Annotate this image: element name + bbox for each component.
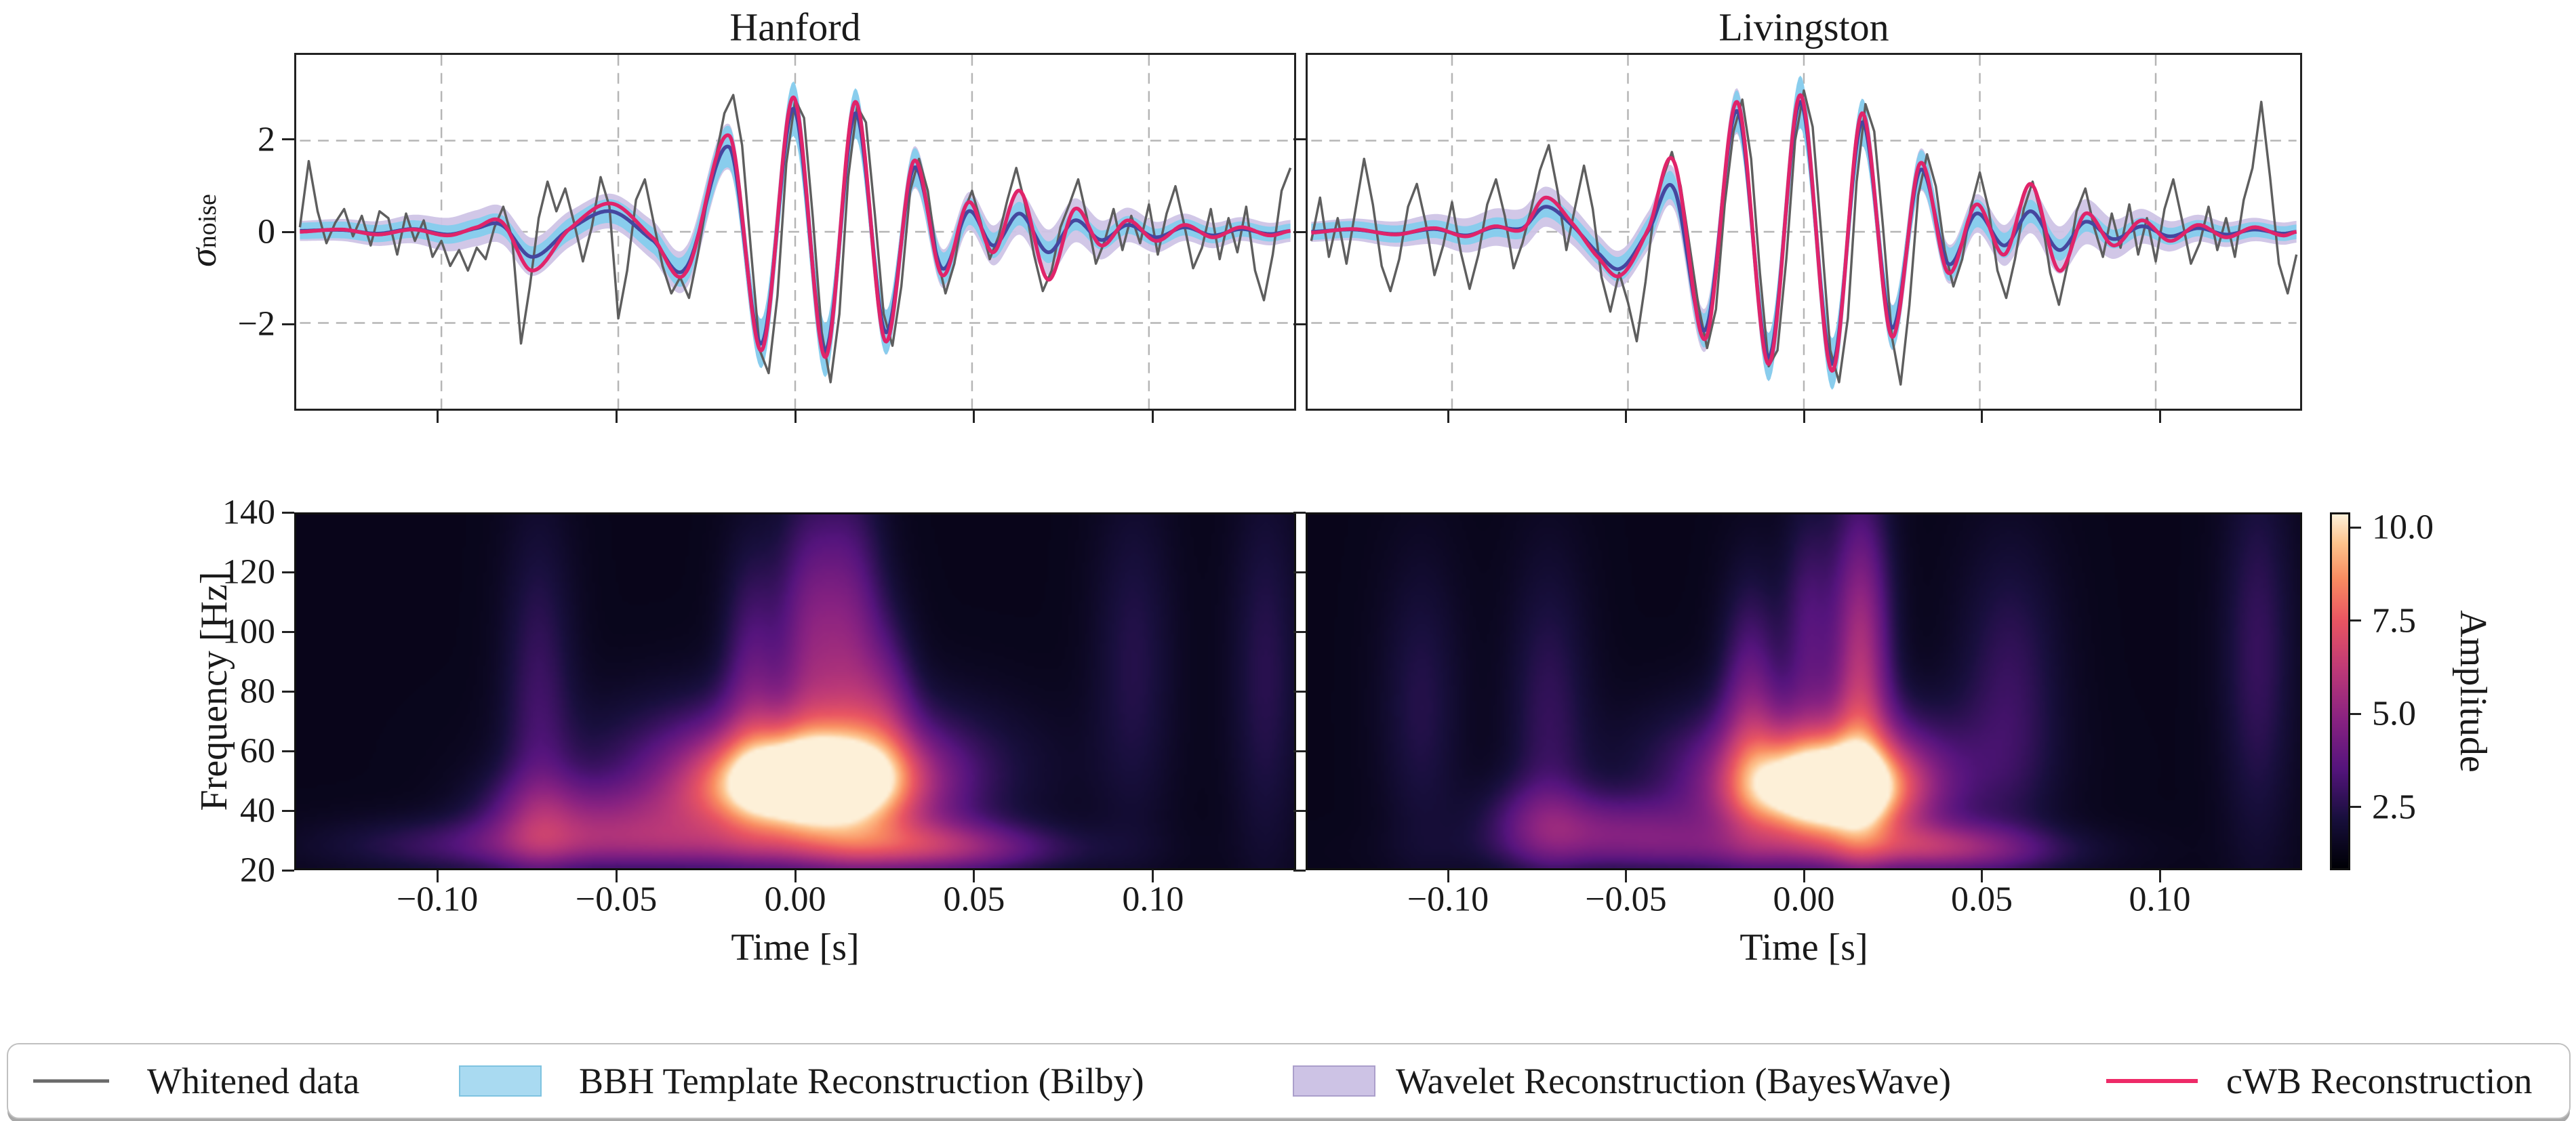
y-tick-mark xyxy=(282,323,294,325)
legend-swatch-whitened-line xyxy=(33,1079,109,1083)
x-tick-label: 0.05 xyxy=(943,880,1005,919)
y-tick-label: −2 xyxy=(237,304,275,344)
livingston-waveform-plot xyxy=(1310,55,2298,409)
x-axis-label-time-left: Time [s] xyxy=(731,926,860,969)
x-tick-mark xyxy=(2158,411,2161,423)
hanford-spectrogram-canvas xyxy=(296,514,1294,868)
sigma-symbol: σ xyxy=(182,248,224,267)
x-tick-label: −0.10 xyxy=(396,880,479,919)
y-tick-mark xyxy=(1293,230,1306,233)
x-tick-mark xyxy=(1447,411,1449,423)
y-tick-mark xyxy=(282,230,294,233)
x-tick-mark xyxy=(1625,870,1627,882)
x-tick-mark xyxy=(1447,870,1449,882)
x-tick-mark xyxy=(1803,411,1805,423)
x-tick-label: 0.00 xyxy=(1773,880,1835,919)
colorbar-tick-mark xyxy=(2350,526,2361,529)
x-tick-mark xyxy=(1152,870,1154,882)
y-tick-label: 20 xyxy=(240,851,275,890)
y-tick-label: 120 xyxy=(222,552,275,592)
colorbar-label-amplitude: Amplitude xyxy=(2452,610,2494,773)
x-tick-label: −0.05 xyxy=(1585,880,1667,919)
panel-title-livingston: Livingston xyxy=(1718,5,1889,49)
colorbar-gradient xyxy=(2332,514,2348,868)
livingston-spectrogram-canvas xyxy=(1308,514,2300,868)
y-tick-label: 100 xyxy=(222,612,275,651)
legend: Whitened data BBH Template Reconstructio… xyxy=(7,1043,2571,1119)
y-axis-label-sigma-noise: σnoise xyxy=(182,194,225,267)
y-axis-label-frequency: Frequency [Hz] xyxy=(193,571,235,811)
colorbar-tick-mark xyxy=(2350,619,2361,621)
x-tick-label: −0.10 xyxy=(1407,880,1489,919)
colorbar xyxy=(2330,512,2350,870)
livingston-spectrogram-panel xyxy=(1306,512,2302,870)
x-tick-label: −0.05 xyxy=(575,880,658,919)
colorbar-tick-label: 2.5 xyxy=(2372,788,2416,826)
x-tick-mark xyxy=(2158,870,2161,882)
y-tick-mark xyxy=(282,511,294,514)
x-tick-label: 0.05 xyxy=(1951,880,2013,919)
x-tick-mark xyxy=(1625,411,1627,423)
hanford-timeseries-panel xyxy=(294,53,1296,411)
y-tick-mark xyxy=(282,809,294,812)
colorbar-tick-mark xyxy=(2350,712,2361,715)
y-tick-label: 80 xyxy=(240,672,275,711)
y-tick-label: 2 xyxy=(258,120,275,159)
panel-title-hanford: Hanford xyxy=(729,5,861,49)
y-tick-mark xyxy=(282,690,294,693)
y-tick-mark xyxy=(282,750,294,752)
x-tick-mark xyxy=(1152,411,1154,423)
sigma-subscript: noise xyxy=(193,194,222,249)
y-tick-label: 40 xyxy=(240,791,275,830)
x-tick-mark xyxy=(1981,411,1983,423)
x-tick-mark xyxy=(436,870,439,882)
y-tick-mark xyxy=(1293,323,1306,325)
legend-label-whitened-data: Whitened data xyxy=(147,1061,360,1101)
x-tick-mark xyxy=(1981,870,1983,882)
y-tick-mark xyxy=(1293,571,1306,573)
legend-swatch-bayeswave-band xyxy=(1293,1065,1375,1097)
hanford-spectrogram-panel xyxy=(294,512,1296,870)
y-tick-label: 60 xyxy=(240,731,275,771)
y-tick-mark xyxy=(282,571,294,573)
livingston-timeseries-panel xyxy=(1306,53,2302,411)
colorbar-tick-label: 7.5 xyxy=(2372,601,2416,640)
hanford-waveform-plot xyxy=(298,55,1292,409)
x-tick-mark xyxy=(973,411,975,423)
x-tick-mark xyxy=(794,870,797,882)
x-tick-mark xyxy=(973,870,975,882)
y-tick-mark xyxy=(282,630,294,633)
colorbar-tick-mark xyxy=(2350,806,2361,808)
legend-swatch-bilby-band xyxy=(459,1065,542,1097)
x-tick-label: 0.10 xyxy=(1122,880,1184,919)
colorbar-tick-label: 10.0 xyxy=(2372,508,2434,547)
y-tick-mark xyxy=(1293,809,1306,812)
legend-label-cwb: cWB Reconstruction xyxy=(2226,1061,2533,1101)
y-tick-mark xyxy=(1293,690,1306,693)
x-tick-label: 0.10 xyxy=(2129,880,2191,919)
y-tick-mark xyxy=(1293,869,1306,872)
x-tick-mark xyxy=(436,411,439,423)
y-tick-mark xyxy=(1293,750,1306,752)
legend-swatch-cwb-line xyxy=(2106,1079,2198,1083)
x-tick-mark xyxy=(1803,870,1805,882)
y-tick-label: 0 xyxy=(258,212,275,251)
y-tick-mark xyxy=(1293,511,1306,514)
y-tick-mark xyxy=(282,138,294,141)
x-tick-mark xyxy=(794,411,797,423)
x-axis-label-time-right: Time [s] xyxy=(1739,926,1868,969)
x-tick-mark xyxy=(615,411,618,423)
y-tick-mark xyxy=(1293,138,1306,141)
y-tick-label: 140 xyxy=(222,493,275,532)
x-tick-mark xyxy=(615,870,618,882)
y-tick-mark xyxy=(1293,630,1306,633)
x-tick-label: 0.00 xyxy=(764,880,826,919)
colorbar-tick-label: 5.0 xyxy=(2372,694,2416,733)
legend-label-bilby: BBH Template Reconstruction (Bilby) xyxy=(579,1061,1144,1101)
y-tick-mark xyxy=(282,869,294,872)
legend-label-bayeswave: Wavelet Reconstruction (BayesWave) xyxy=(1396,1061,1951,1101)
